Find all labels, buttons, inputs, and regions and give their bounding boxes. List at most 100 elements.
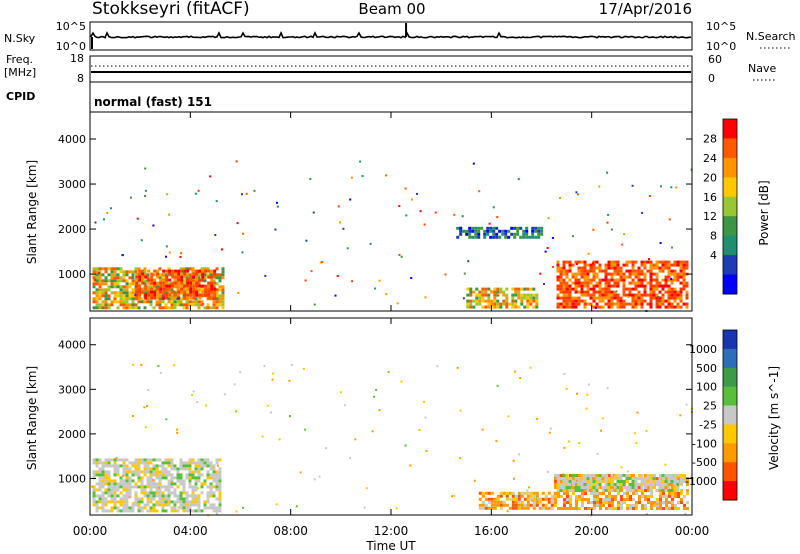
power-cell <box>468 226 472 230</box>
power-cell <box>192 284 196 288</box>
power-cell <box>574 287 578 291</box>
power-cell <box>171 272 175 276</box>
velocity-cell <box>176 467 180 471</box>
power-cell <box>147 287 151 291</box>
power-colorbar-segment <box>723 157 737 178</box>
velocity-cell <box>137 506 141 510</box>
velocity-cell <box>194 509 198 513</box>
velocity-cell <box>107 473 111 477</box>
velocity-cell <box>101 497 105 501</box>
velocity-cell <box>617 492 620 495</box>
velocity-cell <box>653 504 656 507</box>
power-cell <box>534 229 538 233</box>
velocity-cell <box>140 485 144 489</box>
power-cell <box>467 260 470 263</box>
power-cell <box>640 296 644 300</box>
velocity-cell <box>487 497 491 501</box>
velocity-cell <box>532 500 536 504</box>
power-cell <box>209 175 212 178</box>
velocity-cell <box>575 504 578 507</box>
power-cell <box>469 287 473 291</box>
velocity-cell <box>161 497 165 501</box>
power-cell <box>607 263 611 267</box>
velocity-cell <box>182 479 186 483</box>
power-cell <box>144 189 147 192</box>
power-cell <box>116 294 120 298</box>
power-cell <box>92 297 96 301</box>
power-cell <box>141 275 145 279</box>
power-cell <box>661 302 665 306</box>
power-cell <box>583 266 587 270</box>
velocity-colorbar-segment <box>723 462 737 482</box>
power-cell <box>336 275 339 277</box>
velocity-cell <box>649 483 653 486</box>
power-cell <box>310 270 313 273</box>
power-cell <box>622 305 626 309</box>
velocity-cell <box>496 503 500 507</box>
velocity-cell <box>635 504 638 507</box>
nsearch-label: N.Search <box>746 30 796 43</box>
power-cell <box>179 303 183 307</box>
velocity-cell <box>487 500 491 504</box>
power-cell <box>607 272 611 276</box>
power-cell <box>671 246 673 249</box>
velocity-cell <box>149 479 153 483</box>
velocity-cell <box>101 479 105 483</box>
velocity-cell <box>632 498 635 501</box>
power-cell <box>586 287 590 291</box>
velocity-cell <box>671 501 674 504</box>
power-cell <box>140 297 144 301</box>
power-cell <box>194 192 197 195</box>
power-cell <box>141 281 145 285</box>
velocity-cell <box>541 497 545 501</box>
power-cell <box>98 267 102 271</box>
velocity-cell <box>617 507 620 510</box>
power-cell <box>502 302 506 306</box>
time-axis-label: Time UT <box>365 539 416 553</box>
velocity-cell <box>191 461 195 465</box>
power-cell <box>565 302 569 306</box>
velocity-cell <box>110 464 114 468</box>
velocity-cell <box>149 488 153 492</box>
power-cell <box>601 269 605 273</box>
power-cell <box>594 306 597 309</box>
velocity-cell <box>605 501 608 504</box>
velocity-cell <box>671 495 674 498</box>
velocity-cell <box>602 501 605 504</box>
power-cell <box>122 279 126 283</box>
power-cell <box>625 275 629 279</box>
velocity-cell <box>128 467 132 471</box>
cpid-panel: CPID normal (fast) 151 <box>6 82 693 112</box>
velocity-cell <box>647 495 650 498</box>
velocity-cell <box>640 489 644 492</box>
velocity-cell <box>626 498 629 501</box>
velocity-cell <box>149 473 153 477</box>
power-cell <box>649 278 653 282</box>
velocity-cell <box>143 470 147 474</box>
power-cell <box>649 281 653 285</box>
power-cell <box>528 235 532 239</box>
power-cell <box>631 260 635 264</box>
velocity-cell <box>680 492 683 495</box>
power-cell <box>189 287 193 291</box>
power-cell <box>556 278 560 282</box>
velocity-cell <box>656 504 659 507</box>
power-cell <box>637 278 641 282</box>
power-cell <box>478 293 482 297</box>
velocity-cell <box>113 500 117 504</box>
velocity-cell <box>134 470 138 474</box>
velocity-cell <box>132 501 135 504</box>
velocity-cell <box>638 495 641 498</box>
power-cell <box>504 235 508 239</box>
power-cell <box>634 272 638 276</box>
velocity-cell <box>523 503 527 507</box>
velocity-cell <box>634 486 638 489</box>
power-cell <box>150 293 154 297</box>
velocity-cell <box>197 500 201 504</box>
velocity-cell <box>98 497 102 501</box>
velocity-cell <box>146 479 150 483</box>
power-cell <box>156 293 160 297</box>
power-cell <box>679 266 683 270</box>
velocity-cell <box>137 473 141 477</box>
